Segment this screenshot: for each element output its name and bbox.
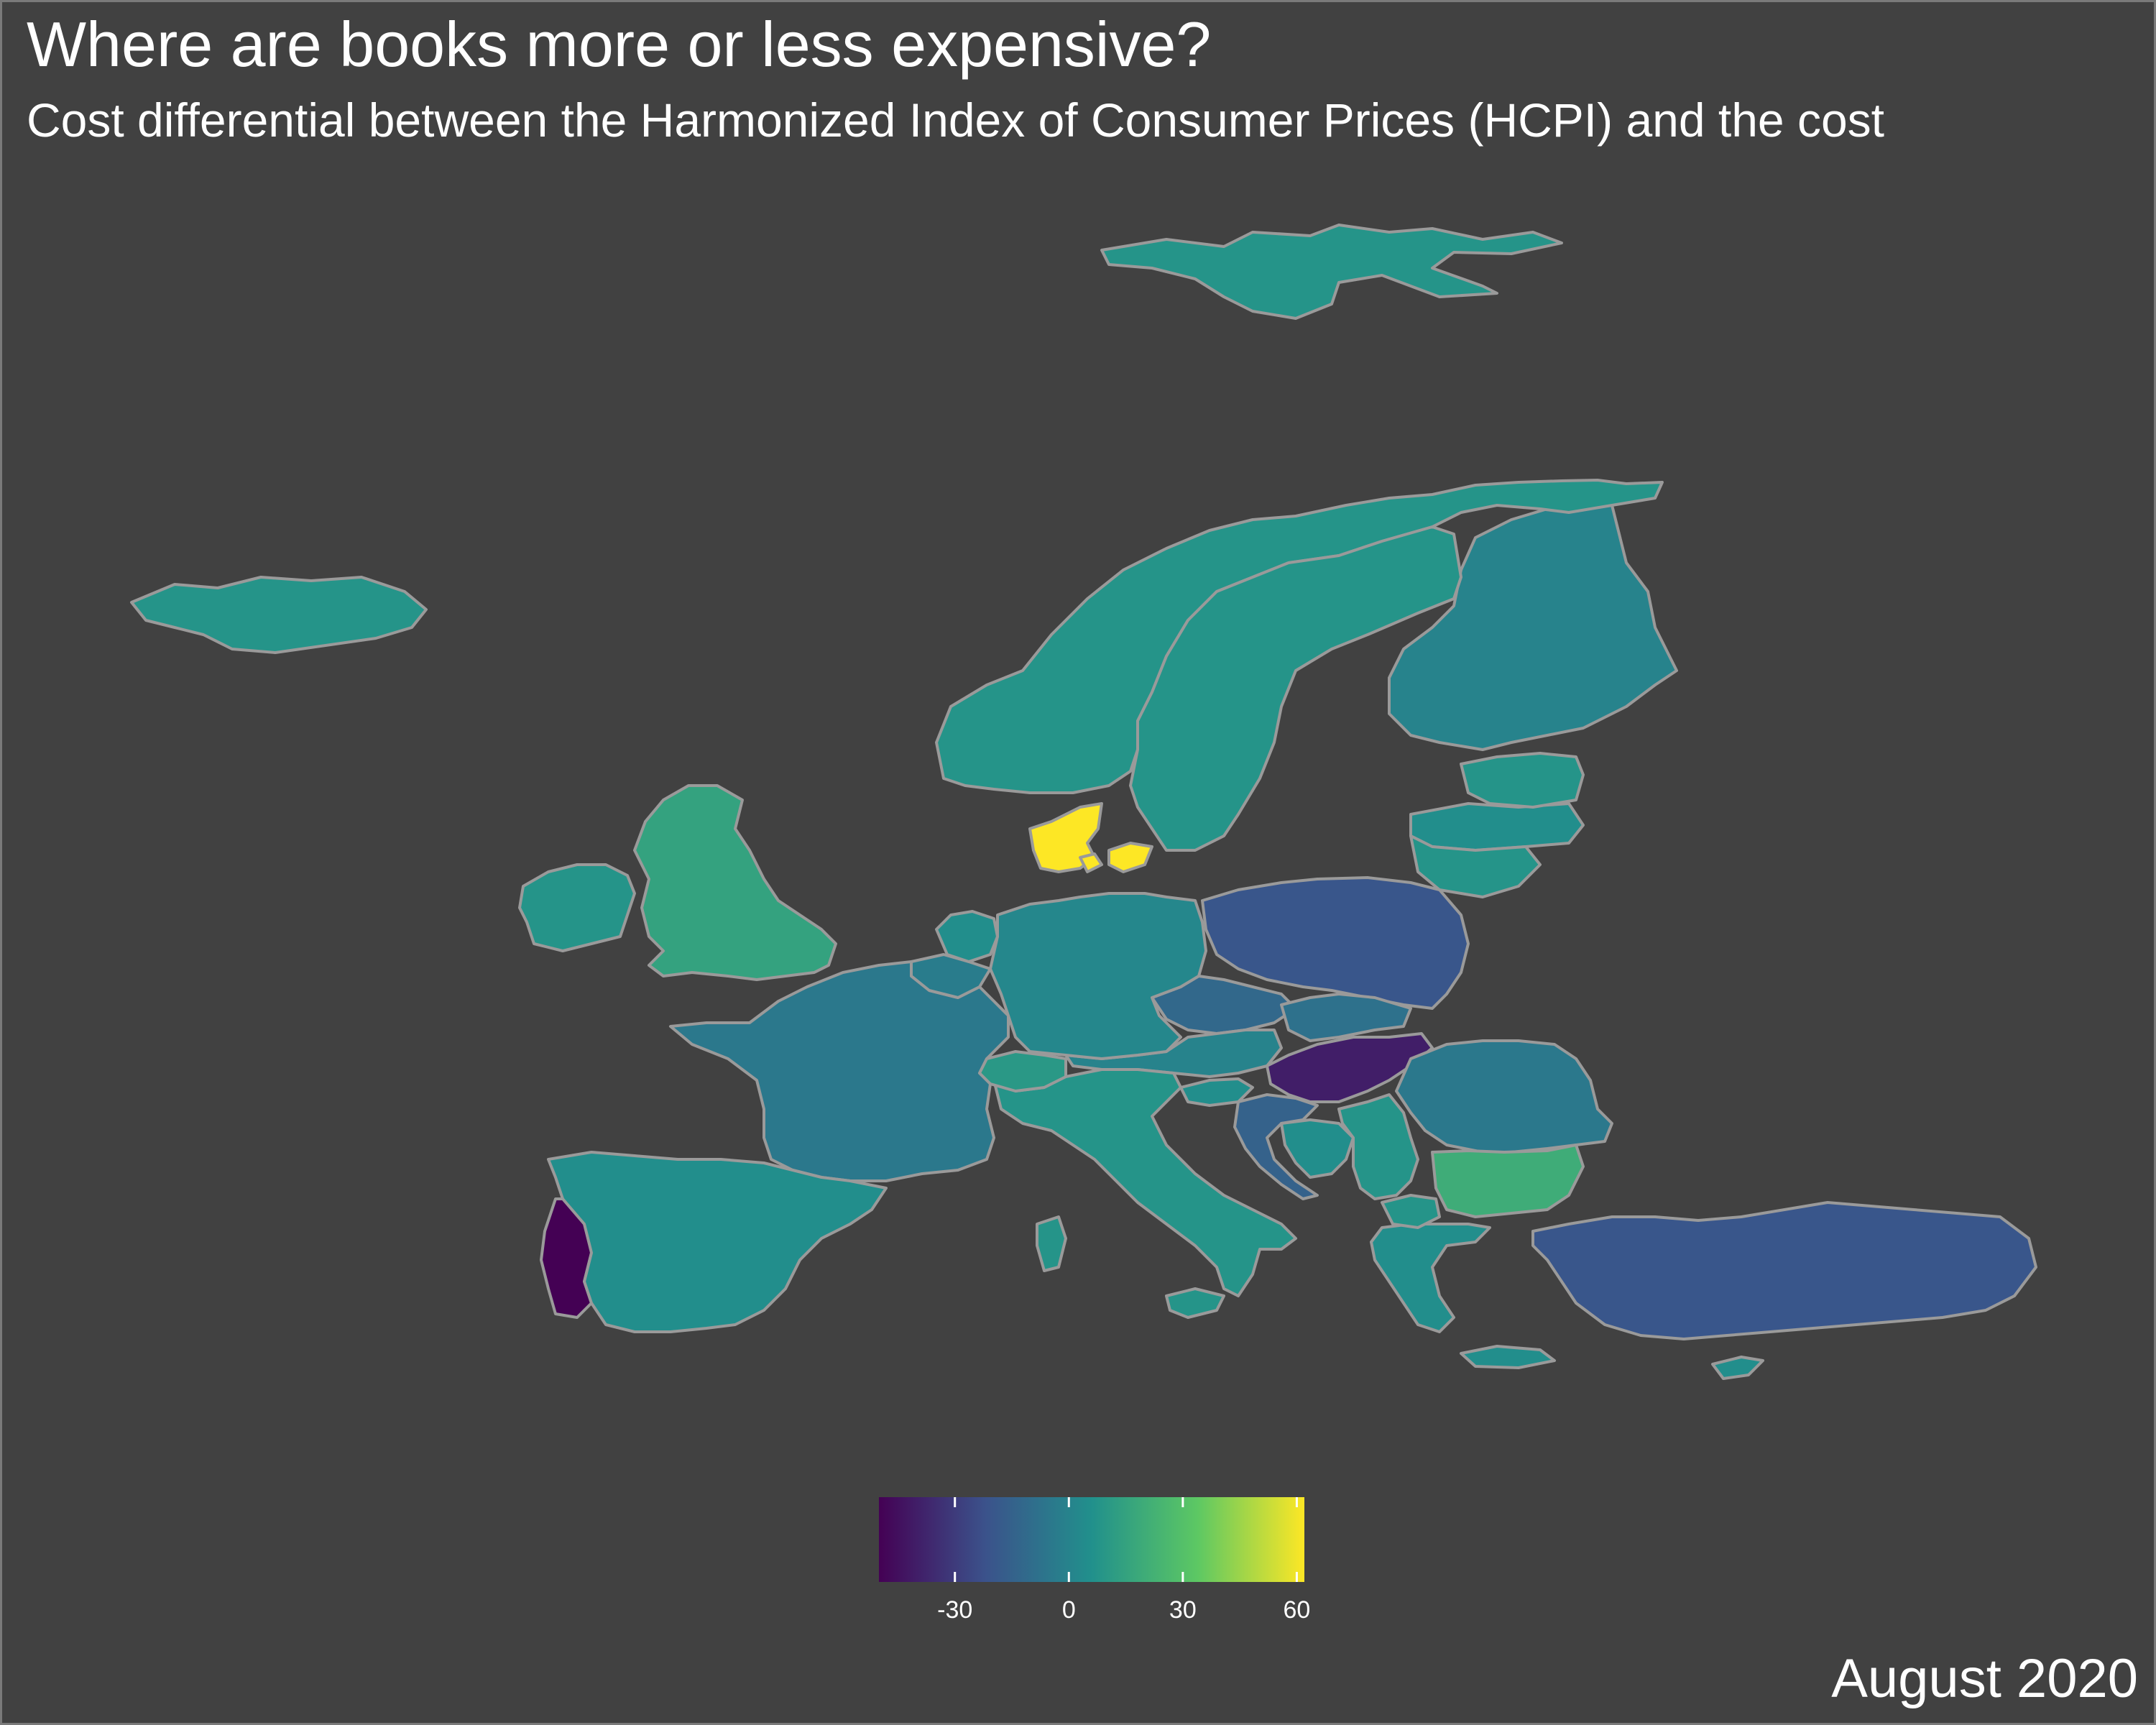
country-greece [1460, 1345, 1556, 1369]
country-ireland [518, 863, 636, 952]
country-italy [1036, 1215, 1067, 1272]
country-iceland [130, 576, 428, 654]
legend-tick-label: 30 [1169, 1596, 1197, 1624]
map-subtitle: Cost differential between the Harmonized… [27, 93, 1885, 147]
country-slovenia [1179, 1077, 1254, 1107]
map-caption: August 2020 [1831, 1648, 2138, 1709]
legend-tick-label: 60 [1283, 1596, 1311, 1624]
legend-tick-label: 0 [1061, 1596, 1076, 1624]
country-turkey [1531, 1201, 2037, 1340]
country-lithuania [1409, 834, 1542, 898]
country-germany [989, 892, 1207, 1060]
country-north-macedonia [1381, 1194, 1441, 1229]
country-netherlands [935, 910, 999, 963]
country-denmark [1079, 852, 1103, 873]
country-cyprus [1711, 1356, 1764, 1380]
country-bosnia-and-herzegovina [1280, 1118, 1355, 1179]
country-united-kingdom [633, 784, 837, 981]
country-svalbard [1100, 224, 1563, 320]
legend-tick-label: -30 [937, 1596, 973, 1624]
country-spain [547, 1151, 888, 1333]
country-greece [1370, 1223, 1491, 1333]
legend-gradient [879, 1497, 1304, 1582]
country-poland [1201, 876, 1470, 1010]
country-denmark [1107, 842, 1153, 873]
country-bulgaria [1431, 1144, 1585, 1218]
country-slovakia [1280, 993, 1412, 1042]
country-denmark [1028, 802, 1103, 873]
color-scale-legend [879, 1497, 1304, 1582]
country-serbia [1337, 1093, 1419, 1200]
country-sweden [1129, 525, 1462, 852]
country-latvia [1409, 802, 1585, 852]
country-italy [1165, 1287, 1225, 1319]
country-estonia [1460, 752, 1585, 809]
map-title: Where are books more or less expensive? [27, 9, 1212, 80]
country-switzerland [978, 1050, 1067, 1092]
country-italy [992, 1068, 1297, 1297]
country-romania [1395, 1039, 1613, 1154]
